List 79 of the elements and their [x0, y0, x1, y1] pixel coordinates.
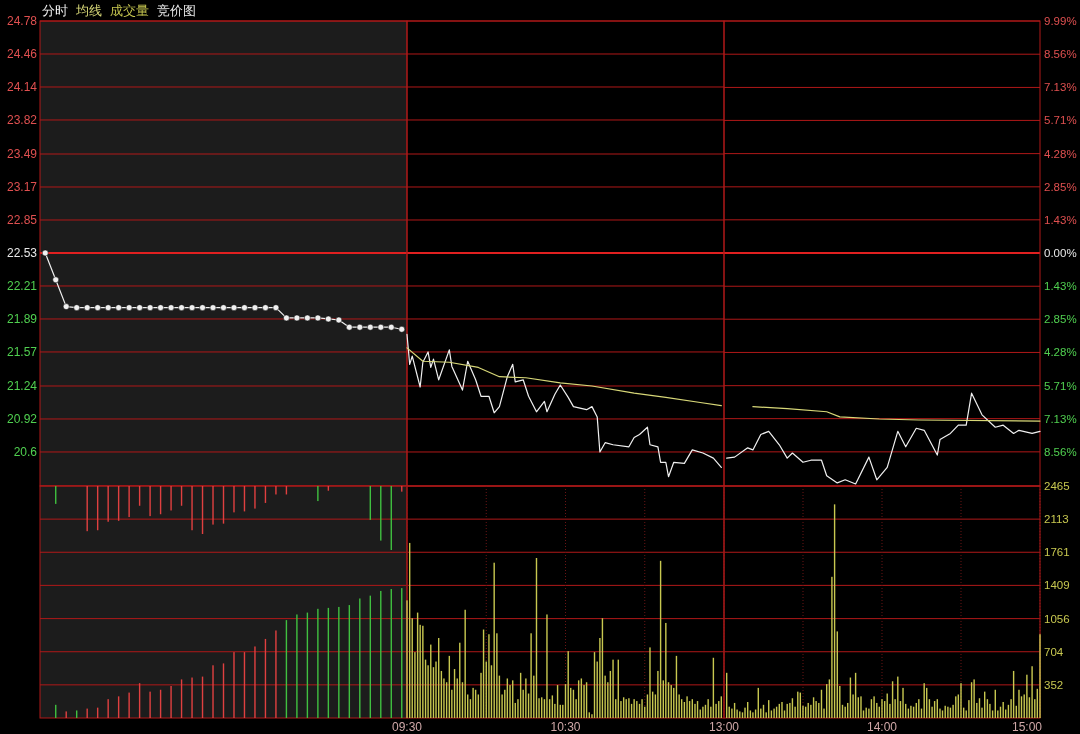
point [125, 304, 133, 311]
y2-tick-label: 1.43% [1044, 280, 1077, 293]
y2-tick-label: 8.56% [1044, 445, 1077, 458]
point [199, 304, 206, 311]
point [398, 326, 406, 333]
point [220, 304, 227, 311]
y-tick-label: 22.85 [6, 212, 38, 227]
point [146, 304, 154, 311]
text: 分时 [42, 3, 68, 18]
y-tick-label: 21.24 [6, 378, 38, 393]
point [188, 304, 196, 311]
x-tick-label: 09:30 [391, 720, 423, 734]
point [94, 304, 101, 311]
y-tick-label: 22.21 [6, 278, 38, 293]
y2-tick-label: 5.71% [1044, 114, 1077, 127]
point [115, 304, 122, 311]
point [230, 304, 238, 311]
point [377, 323, 385, 331]
y2-tick-label: 7.13% [1044, 81, 1077, 94]
y-tick-label: 21.57 [6, 344, 38, 359]
y2-tick-label: 1.43% [1044, 213, 1077, 226]
y-tick-label: 23.17 [6, 180, 38, 194]
y-tick-label: 352 [1044, 678, 1064, 691]
y2-tick-label: 9.99% [1044, 15, 1077, 27]
point [251, 304, 259, 311]
point [388, 323, 395, 331]
y-tick-label: 704 [1044, 645, 1064, 658]
point [241, 304, 248, 311]
y2-tick-label: 8.56% [1044, 48, 1077, 61]
point [167, 304, 175, 311]
y-tick-label: 20.92 [6, 411, 38, 426]
x-tick-label: 13:00 [708, 720, 740, 734]
y2-tick-label: 5.71% [1044, 379, 1077, 392]
y2-tick-label: 0.00% [1044, 247, 1077, 260]
x-tick-label: 15:00 [1011, 720, 1043, 734]
y-tick-label: 20.6 [13, 444, 38, 459]
point [367, 323, 374, 331]
y-tick-label: 23.49 [6, 147, 38, 161]
point [136, 304, 143, 311]
point [293, 314, 301, 322]
point [178, 304, 185, 311]
y2-tick-label: 7.13% [1044, 412, 1077, 425]
y-tick-label: 24.78 [6, 14, 38, 28]
y-tick-label: 2113 [1044, 513, 1069, 526]
x-tick-label: 14:00 [866, 720, 898, 734]
y2-tick-label: 2.85% [1044, 180, 1077, 193]
point [346, 323, 353, 331]
y2-tick-label: 4.28% [1044, 346, 1077, 359]
point [262, 304, 269, 311]
y-tick-label: 1761 [1044, 546, 1070, 559]
y-tick-label: 24.14 [6, 79, 38, 94]
point [41, 249, 49, 257]
point [62, 303, 70, 310]
point [325, 315, 332, 323]
y-tick-label: 21.89 [6, 311, 38, 326]
point [283, 314, 290, 322]
point [83, 304, 91, 311]
point [272, 304, 280, 311]
point [314, 314, 322, 322]
y2-tick-label: 4.28% [1044, 147, 1077, 160]
y-tick-label: 24.46 [6, 46, 38, 61]
point [104, 304, 112, 311]
y-tick-label: 1056 [1044, 612, 1070, 625]
x-tick-label: 10:30 [550, 720, 581, 734]
y-tick-label: 23.82 [6, 112, 38, 127]
y2-tick-label: 2.85% [1044, 313, 1077, 326]
y-tick-label: 1409 [1044, 579, 1070, 592]
point [304, 314, 311, 322]
y-tick-label: 2465 [1044, 480, 1070, 492]
text: 竞价图 [157, 3, 196, 18]
y-tick-label: 22.53 [6, 245, 38, 260]
point [209, 304, 217, 311]
text: 均线 [75, 3, 102, 18]
point [73, 304, 80, 311]
point [157, 304, 164, 311]
point [52, 276, 59, 284]
text: 成交量 [110, 3, 149, 18]
point [335, 316, 343, 324]
point [356, 323, 364, 331]
